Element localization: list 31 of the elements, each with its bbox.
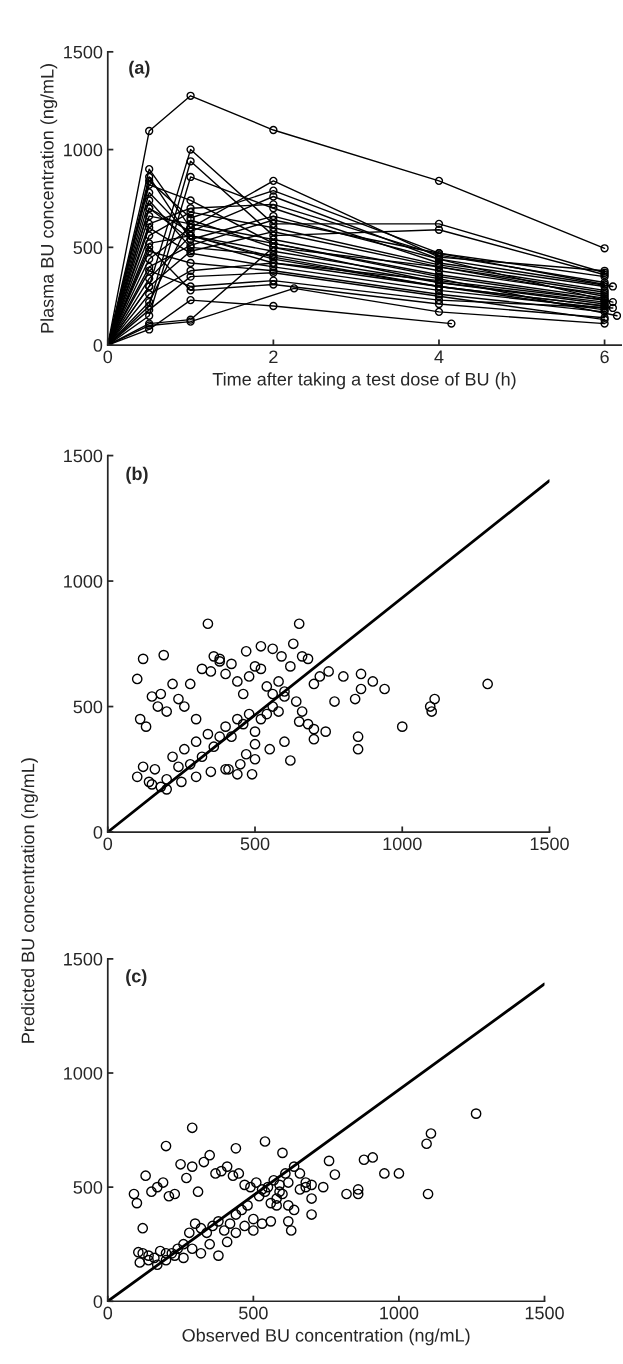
- annotation: (b): [126, 466, 148, 484]
- y-tick-label: 1500: [64, 952, 103, 966]
- y-tick-label: 500: [73, 700, 103, 714]
- y-tick-label: 0: [93, 825, 103, 839]
- y-tick-label: 1000: [64, 575, 103, 588]
- x-tick-label: 1000: [383, 837, 422, 851]
- y-tick-label: 1500: [64, 449, 103, 463]
- x-tick-label: 500: [240, 837, 270, 851]
- x-tick-label: 6: [600, 350, 609, 364]
- x-tick-label: 0: [103, 837, 113, 851]
- x-tick-label: 1500: [525, 1306, 564, 1320]
- x-tick-label: 500: [239, 1306, 268, 1320]
- x-tick-label: 1500: [530, 837, 569, 851]
- x-axis-title: Time after taking a test dose of BU (h): [212, 372, 516, 390]
- x-tick-label: 0: [103, 350, 113, 364]
- y-tick-label: 1000: [64, 143, 103, 157]
- x-tick-label: 0: [103, 1306, 113, 1320]
- y-tick-label: 1000: [64, 1066, 103, 1080]
- annotation: (c): [126, 969, 147, 986]
- x-axis-title: Observed BU concentration (ng/mL): [182, 1328, 470, 1346]
- y-tick-label: 0: [93, 1295, 103, 1308]
- y-tick-label: 1500: [64, 45, 103, 59]
- y-axis-title: Predicted BU concentration (ng/mL): [21, 758, 38, 1043]
- y-tick-label: 500: [73, 1181, 103, 1194]
- x-tick-label: 1000: [380, 1306, 419, 1320]
- x-tick-label: 4: [434, 350, 444, 364]
- annotation: (a): [129, 60, 150, 78]
- x-tick-label: 2: [269, 350, 278, 364]
- y-axis-title: Plasma BU concentration (ng/mL): [40, 64, 58, 333]
- y-tick-label: 0: [93, 339, 103, 352]
- y-tick-label: 500: [73, 241, 103, 255]
